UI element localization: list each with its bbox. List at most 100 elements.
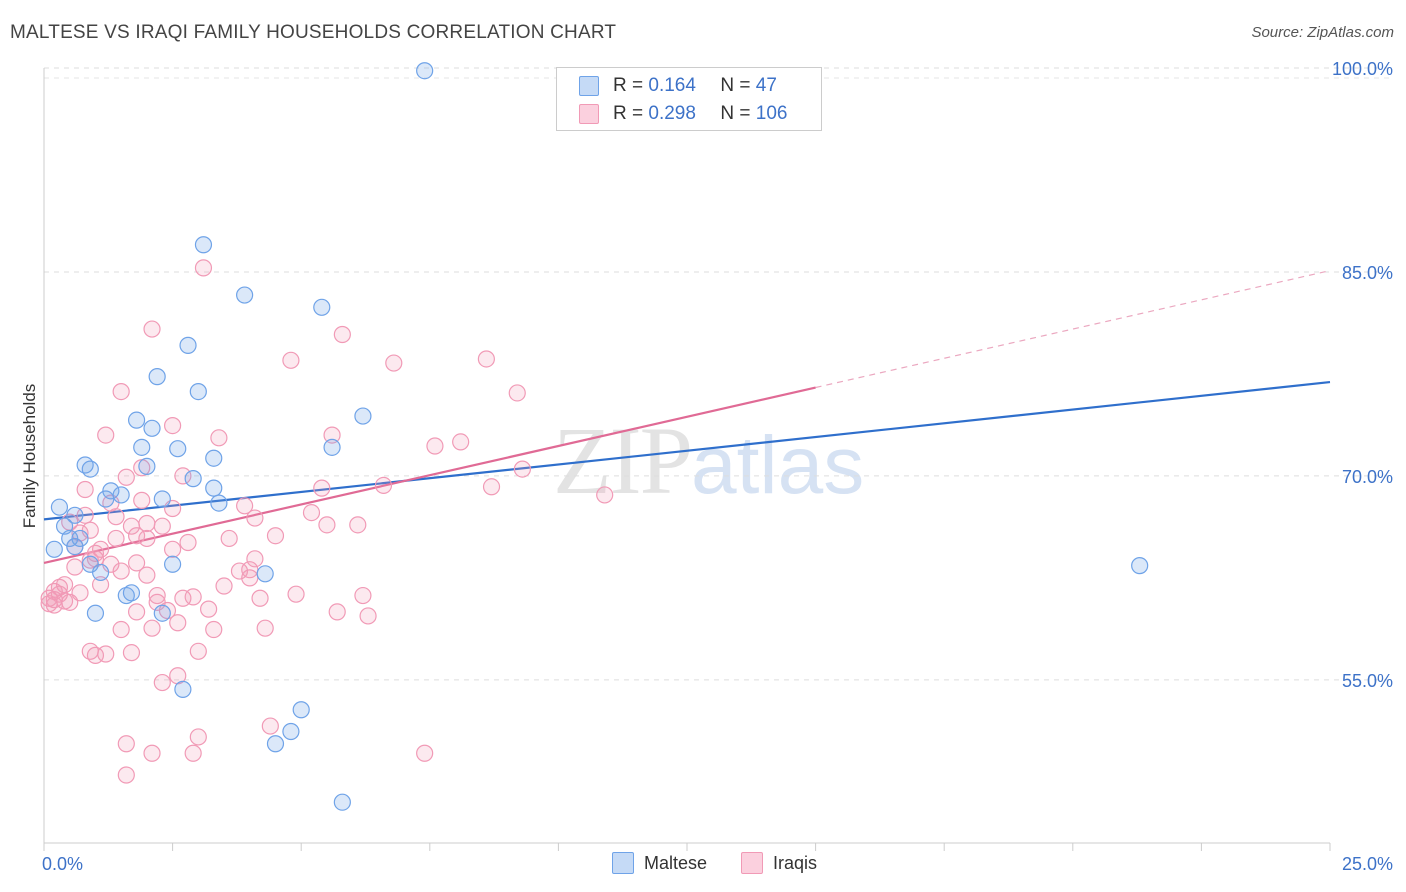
point-maltese: [86, 604, 105, 622]
point-maltese: [266, 735, 285, 753]
point-iraqis: [153, 673, 171, 692]
point-iraqis: [76, 480, 94, 499]
point-maltese: [313, 298, 331, 316]
point-iraqis: [117, 766, 135, 784]
legend-n-label: N =: [720, 75, 751, 96]
point-iraqis: [97, 645, 115, 663]
x-tick-label: 25.0%: [1342, 854, 1393, 874]
y-tick-label: 70.0%: [1342, 467, 1393, 487]
point-maltese: [153, 490, 171, 508]
point-iraqis: [210, 429, 228, 447]
point-maltese: [205, 449, 223, 467]
point-maltese: [189, 382, 207, 401]
legend-r-value: 0.298: [648, 103, 696, 124]
point-iraqis: [261, 717, 279, 735]
point-iraqis: [452, 433, 470, 451]
point-maltese: [164, 555, 182, 573]
point-iraqis: [117, 735, 135, 753]
point-iraqis: [184, 744, 202, 762]
point-maltese: [205, 479, 223, 497]
trend-lines: [43, 270, 1331, 564]
point-maltese: [71, 529, 89, 548]
point-maltese: [66, 506, 84, 524]
legend-n-label: N =: [720, 103, 751, 124]
point-maltese: [174, 680, 192, 698]
point-iraqis: [164, 416, 182, 435]
point-iraqis: [513, 460, 531, 478]
point-maltese: [50, 498, 69, 516]
point-iraqis: [97, 426, 115, 444]
point-iraqis: [333, 325, 351, 344]
y-tick-label: 85.0%: [1342, 263, 1393, 283]
point-iraqis: [143, 619, 161, 637]
point-maltese: [194, 236, 213, 254]
point-iraqis: [55, 576, 74, 594]
point-maltese: [1131, 557, 1149, 575]
point-maltese: [102, 482, 120, 500]
point-iraqis: [374, 476, 393, 495]
point-iraqis: [112, 562, 130, 580]
legend-item-maltese[interactable]: Maltese: [612, 852, 707, 874]
point-iraqis: [256, 619, 274, 637]
point-iraqis: [426, 437, 444, 455]
point-iraqis: [174, 467, 192, 485]
point-iraqis: [117, 468, 135, 486]
point-maltese: [81, 460, 99, 478]
trend-line-maltese: [43, 380, 1331, 521]
watermark-zip: ZIP: [553, 407, 693, 514]
point-iraqis: [158, 601, 177, 620]
point-iraqis: [508, 384, 526, 402]
legend-r-label: R =: [613, 103, 644, 124]
point-maltese: [127, 411, 146, 429]
point-iraqis: [179, 533, 197, 552]
point-maltese: [236, 286, 254, 304]
point-iraqis: [359, 607, 377, 625]
point-iraqis: [215, 577, 233, 595]
point-maltese: [210, 494, 228, 512]
point-maltese: [112, 486, 130, 504]
point-maltese: [292, 701, 310, 719]
point-iraqis: [138, 514, 156, 533]
point-iraqis: [189, 728, 207, 746]
point-iraqis: [138, 529, 156, 548]
point-iraqis: [112, 382, 130, 401]
correlation-legend: R = 0.164 N = 47 R = 0.298 N = 106: [556, 67, 822, 131]
point-iraqis: [241, 569, 259, 587]
point-iraqis: [184, 588, 202, 606]
point-maltese: [133, 438, 151, 456]
point-iraqis: [302, 504, 321, 522]
point-iraqis: [287, 585, 305, 603]
point-iraqis: [354, 586, 372, 605]
legend-item-iraqis[interactable]: Iraqis: [741, 852, 817, 874]
legend-r-label: R =: [613, 75, 644, 96]
point-maltese: [66, 537, 84, 556]
point-iraqis: [194, 259, 213, 277]
point-iraqis: [482, 478, 501, 496]
chart-title: MALTESE VS IRAQI FAMILY HOUSEHOLDS CORRE…: [10, 22, 617, 43]
point-maltese: [148, 368, 166, 386]
point-iraqis: [164, 540, 182, 558]
data-points: [40, 62, 1149, 811]
y-tick-label: 100.0%: [1332, 59, 1393, 79]
legend-row-iraqis: R = 0.298 N = 106: [557, 101, 787, 127]
legend-row-maltese: R = 0.164 N = 47: [557, 73, 777, 99]
legend-swatch-iraqis: [741, 852, 764, 874]
legend-swatch-maltese: [612, 852, 634, 874]
point-maltese: [184, 470, 202, 488]
point-maltese: [256, 565, 274, 583]
point-iraqis: [251, 589, 269, 607]
point-iraqis: [328, 603, 346, 621]
legend-r-value: 0.164: [648, 75, 696, 96]
point-maltese: [122, 584, 141, 602]
legend-label-maltese: Maltese: [644, 852, 708, 873]
point-iraqis: [323, 426, 341, 444]
point-iraqis: [313, 479, 331, 497]
point-maltese: [179, 336, 197, 354]
point-maltese: [333, 793, 351, 811]
point-iraqis: [91, 576, 110, 594]
point-iraqis: [189, 642, 207, 660]
legend-label-iraqis: Iraqis: [773, 852, 818, 873]
point-iraqis: [246, 509, 264, 527]
point-iraqis: [127, 554, 146, 572]
